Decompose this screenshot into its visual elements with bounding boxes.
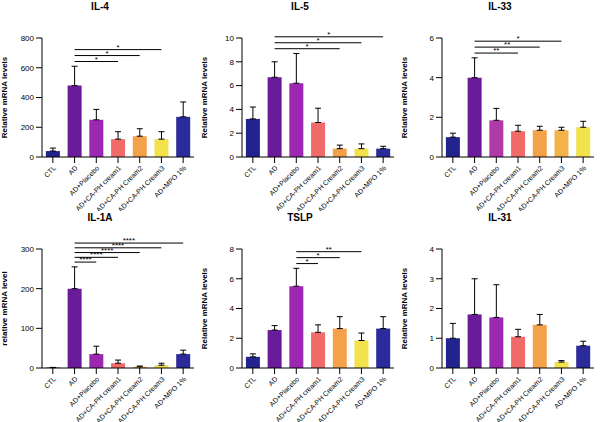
svg-text:**: **	[504, 40, 510, 49]
svg-text:10: 10	[225, 34, 234, 43]
svg-text:100: 100	[21, 324, 35, 333]
svg-text:AD+MPO 1%: AD+MPO 1%	[153, 164, 188, 199]
svg-text:*: *	[516, 34, 519, 43]
svg-text:AD: AD	[67, 164, 79, 176]
svg-text:CTL: CTL	[443, 375, 457, 389]
html-text:TSLP: TSLP	[287, 212, 313, 223]
svg-text:4: 4	[430, 74, 435, 83]
svg-text:AD+MPO 1%: AD+MPO 1%	[353, 375, 388, 410]
svg-text:6: 6	[430, 34, 435, 43]
svg-text:AD+MPO 1%: AD+MPO 1%	[153, 375, 188, 410]
svg-text:6: 6	[230, 275, 235, 284]
svg-text:*: *	[316, 251, 319, 260]
svg-text:6: 6	[230, 81, 235, 90]
svg-text:3: 3	[430, 275, 435, 284]
svg-text:*: *	[316, 36, 319, 45]
svg-text:0: 0	[30, 364, 35, 373]
svg-text:AD: AD	[267, 375, 279, 387]
svg-text:**: **	[326, 245, 332, 254]
svg-text:600: 600	[21, 64, 35, 73]
html-text:IL-33: IL-33	[488, 1, 512, 12]
svg-text:0: 0	[430, 153, 435, 162]
svg-text:AD+MPO 1%: AD+MPO 1%	[553, 164, 588, 199]
svg-text:AD+Placebo: AD+Placebo	[467, 375, 501, 408]
svg-text:1: 1	[430, 334, 435, 343]
svg-text:AD: AD	[267, 164, 279, 176]
svg-text:*: *	[106, 49, 109, 58]
svg-text:relative mRNA level: relative mRNA level	[8, 271, 9, 345]
svg-text:AD: AD	[467, 164, 479, 176]
svg-text:Relative mRNA levels: Relative mRNA levels	[400, 267, 409, 349]
svg-text:*: *	[327, 30, 330, 39]
svg-text:*: *	[95, 55, 98, 64]
svg-text:0: 0	[30, 153, 35, 162]
svg-text:2: 2	[230, 334, 235, 343]
html-text:IL-4: IL-4	[91, 1, 109, 12]
svg-text:CTL: CTL	[243, 375, 257, 389]
svg-text:AD+Placebo: AD+Placebo	[67, 164, 101, 197]
svg-text:CTL: CTL	[243, 164, 257, 178]
svg-text:AD+Placebo: AD+Placebo	[267, 375, 301, 408]
svg-text:Relative mRNA levels: Relative mRNA levels	[200, 267, 209, 349]
svg-text:CTL: CTL	[43, 375, 57, 389]
svg-text:CTL: CTL	[443, 164, 457, 178]
svg-text:300: 300	[21, 245, 35, 254]
svg-text:AD: AD	[67, 375, 79, 387]
svg-text:Relative mRNA levels: Relative mRNA levels	[400, 56, 409, 138]
svg-text:AD+Placebo: AD+Placebo	[267, 164, 301, 197]
svg-text:AD+MPO 1%: AD+MPO 1%	[353, 164, 388, 199]
svg-text:0: 0	[230, 364, 235, 373]
svg-text:2: 2	[430, 113, 435, 122]
svg-text:800: 800	[21, 34, 35, 43]
html-text:IL-5: IL-5	[291, 1, 309, 12]
svg-text:0: 0	[230, 153, 235, 162]
svg-text:2: 2	[230, 129, 235, 138]
svg-text:8: 8	[230, 245, 235, 254]
svg-text:Relative mRNA levels: Relative mRNA levels	[200, 56, 209, 138]
svg-text:AD: AD	[467, 375, 479, 387]
svg-text:2: 2	[430, 304, 435, 313]
html-text:IL-31: IL-31	[488, 212, 512, 223]
svg-text:CTL: CTL	[43, 164, 57, 178]
svg-text:Relative mRNA levels: Relative mRNA levels	[8, 56, 9, 138]
html-text:IL-1A: IL-1A	[87, 212, 113, 223]
svg-text:*: *	[116, 43, 119, 52]
svg-text:4: 4	[230, 105, 235, 114]
svg-text:*: *	[306, 42, 309, 51]
svg-text:AD+Placebo: AD+Placebo	[467, 164, 501, 197]
svg-text:AD+Placebo: AD+Placebo	[67, 375, 101, 408]
svg-text:8: 8	[230, 58, 235, 67]
svg-text:4: 4	[430, 245, 435, 254]
svg-text:**: **	[493, 46, 499, 55]
svg-text:*: *	[306, 257, 309, 266]
svg-text:400: 400	[21, 93, 35, 102]
svg-text:AD+MPO 1%: AD+MPO 1%	[553, 375, 588, 410]
svg-text:****: ****	[123, 236, 135, 245]
svg-text:200: 200	[21, 285, 35, 294]
svg-text:0: 0	[430, 364, 435, 373]
svg-text:200: 200	[21, 123, 35, 132]
svg-text:4: 4	[230, 304, 235, 313]
